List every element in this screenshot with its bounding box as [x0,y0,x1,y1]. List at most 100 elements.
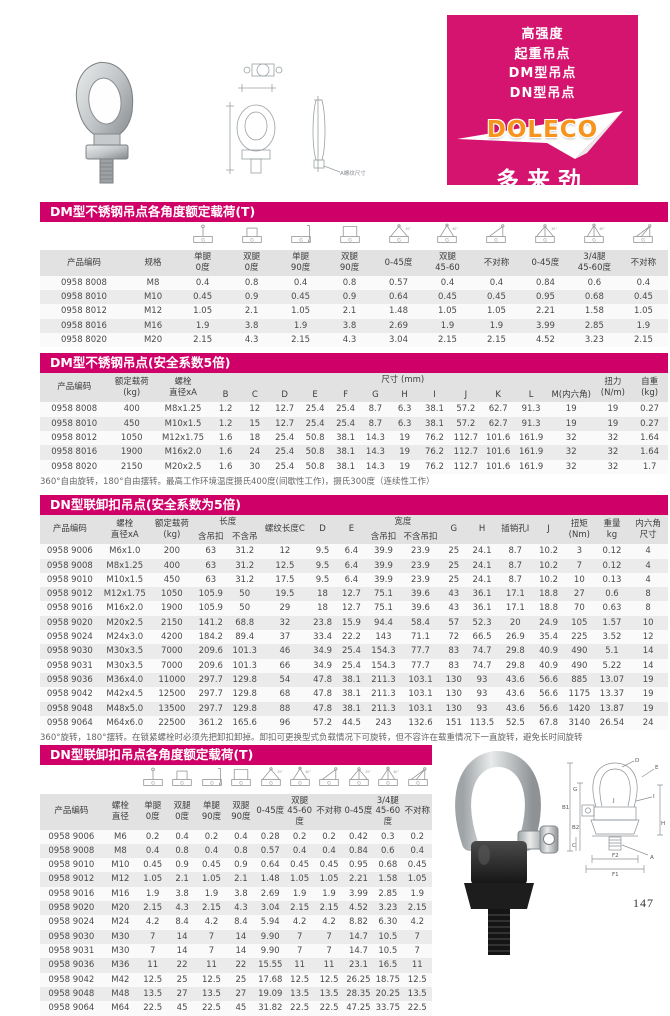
table-cell: 3.8 [342,320,357,331]
table-row: 0958 8020 M20 2.15 4.3 2.15 4.3 3.04 2.15 2.15 4.… [40,332,668,348]
table-cell: 2.85 [584,320,604,331]
table-cell: 2.15 [193,334,213,345]
table-cell: 19.09 [258,988,283,999]
table-cell: 23.9 [411,560,430,571]
table-cell: 0958 8016 [60,320,107,331]
table-cell: 72 [448,632,460,643]
table-cell: 2.15 [202,903,221,914]
table-cell: 4.3 [244,334,259,345]
column-header: 双腿 0度 [167,793,197,830]
table-cell: 1.9 [145,888,160,899]
column-header: 单腿 90度 [276,250,326,276]
table-cell: M48 [111,988,130,999]
table-cell: 25.4 [275,461,295,472]
table-cell: 209.6 [198,646,223,657]
column-header: 内六角 尺寸 [628,514,668,545]
table-cell: 0.4 [293,277,308,288]
table-cell: 105 [571,617,588,628]
table-cell: 0958 9042 [46,689,93,700]
logo-arrow-icon [457,111,623,159]
table-cell: 0.45 [486,291,506,302]
table-cell: 23.8 [313,617,333,628]
table-row: 0958 8016 1900 M16x2.0 1.6 24 25.4 50.8 38.1 14.… [40,445,668,460]
table-cell: 83 [448,660,460,671]
table-cell: 18.8 [539,589,559,600]
brand-tagline: 高强度 [521,27,564,42]
table-cell: 7 [414,946,420,957]
table-cell: 0.68 [584,291,604,302]
table-cell: 50.8 [305,461,325,472]
table-cell: 24.9 [539,617,559,628]
svg-text:D: D [635,758,639,764]
table-cell: 10.2 [539,574,559,585]
table-cell: 8.7 [508,546,523,557]
table-cell: 39.6 [411,603,430,614]
svg-text:G: G [397,238,401,244]
column-header: 螺栓 直径xA [99,514,150,545]
table-cell: M8x1.25 [164,404,202,415]
table-cell: 34.9 [313,660,333,671]
table-cell: 7 [149,931,156,942]
table-cell: 25 [448,560,460,571]
table-cell: 12.5 [143,974,163,985]
table-cell: 38.1 [341,703,361,714]
table-cell: 4 [645,574,651,585]
table-cell: 62.7 [488,404,508,415]
table-cell: M8x1.25 [106,560,144,571]
svg-text:G: G [269,781,273,787]
table-cell: 6.3 [397,418,412,429]
sling-single-leg-90-icon: G [196,765,227,794]
table-cell: 1.58 [378,874,398,885]
table-cell: 1.05 [291,306,311,317]
table-cell: 0.9 [342,291,357,302]
table-cell: 101.6 [485,461,511,472]
table-cell: 0.2 [145,831,160,842]
table-row: 0958 9016 M16x2.0 1900 105.9 50 29 18 12.7 75.1 3… [40,601,668,616]
column-header: H [390,387,420,403]
table-cell: 25.4 [305,418,325,429]
table-cell: 3140 [568,717,591,728]
table-cell: 12.5 [319,974,339,985]
dm-usage-note: 360°自由旋转，180°自由摆转。最高工作环境温度摄氏400度(间歇性工作)，… [40,476,435,487]
table-cell: 38.1 [424,404,444,415]
table-cell: 0958 9006 [48,831,95,842]
svg-text:F1: F1 [612,872,619,878]
table-cell: 0.45 [291,291,311,302]
table-cell: 1.05 [290,874,310,885]
section-title-dn-angle: DN型联卸扣吊点各角度额定载荷(T) [40,745,432,766]
column-header: 0-45度 [255,793,285,830]
table-cell: 75.1 [373,603,393,614]
column-header: E [299,387,331,403]
svg-text:A: A [650,855,654,861]
table-cell: 0958 9031 [48,946,95,957]
table-cell: 94.4 [373,617,393,628]
column-header: 0-45度 [343,793,374,830]
table-cell: M64x6.0 [106,717,144,728]
table-cell: 1.9 [322,888,336,899]
table-cell: 12.7 [275,404,295,415]
table-cell: 35.4 [539,632,559,643]
table-cell: 3.99 [535,320,555,331]
table-cell: 0958 9036 [48,960,95,971]
table-row: 0958 9020 M20 2.15 4.3 2.15 4.3 3.04 2.15 2.15 4.… [40,901,432,916]
table-cell: 209.6 [198,660,223,671]
table-row: 0958 9042 M42x4.5 12500 297.7 129.8 68 47.8 38.… [40,687,668,702]
dm_angle-table: G G G G G 45° G 60° G G 45° G 60° G 产品编码 规格 单腿 0度 双腿 0度 单腿… [40,222,668,348]
table-cell: 76.2 [424,433,444,443]
table-cell: 15.55 [258,960,283,971]
table-cell: 0.68 [378,860,398,871]
table-cell: 0.4 [489,277,504,288]
table-cell: 0.12 [602,560,622,571]
table-row: 0958 9064 M64 22.5 45 22.5 45 31.82 22.5 22.5 47.… [40,1001,432,1016]
table-cell: 1900 [120,447,143,458]
table-cell: 19 [565,404,577,415]
table-cell: 1.9 [489,320,504,331]
svg-text:G: G [181,781,185,787]
table-cell: 151 [445,717,462,728]
svg-text:G: G [299,238,303,244]
column-header: 不对称 [402,793,432,830]
column-header: 双腿 45-60度 [284,793,315,830]
table-cell: 5.22 [602,660,622,671]
table-cell: 40.9 [539,660,559,671]
table-cell: 25 [448,574,460,585]
